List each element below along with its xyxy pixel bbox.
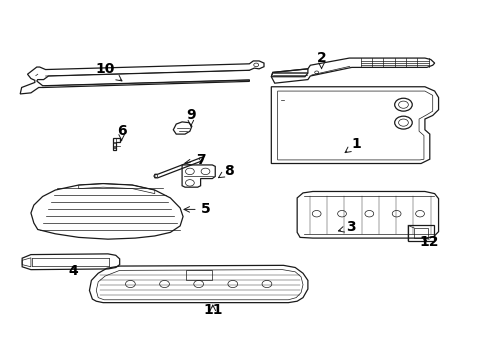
Text: 8: 8 xyxy=(218,164,233,178)
Bar xyxy=(113,147,116,148)
Bar xyxy=(413,228,427,238)
Text: 2: 2 xyxy=(316,51,326,68)
Text: 1: 1 xyxy=(345,137,361,153)
Text: 6: 6 xyxy=(117,123,126,140)
Text: 3: 3 xyxy=(338,220,355,234)
Text: 5: 5 xyxy=(183,202,210,216)
Text: 4: 4 xyxy=(68,265,78,278)
Text: 12: 12 xyxy=(418,235,438,249)
Text: 11: 11 xyxy=(203,303,222,317)
Text: 10: 10 xyxy=(96,62,122,81)
Bar xyxy=(407,225,433,241)
Text: 7: 7 xyxy=(184,153,205,167)
Text: 9: 9 xyxy=(185,108,195,126)
Bar xyxy=(113,141,116,143)
